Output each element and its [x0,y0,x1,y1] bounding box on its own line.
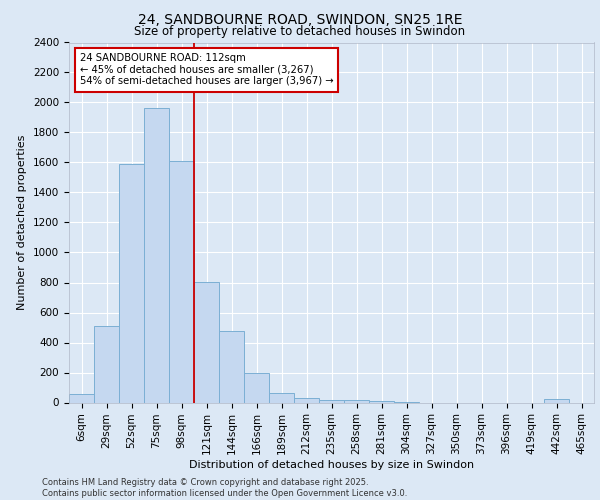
Bar [269,393,294,402]
Bar [119,164,144,402]
Text: 24 SANDBOURNE ROAD: 112sqm
← 45% of detached houses are smaller (3,267)
54% of s: 24 SANDBOURNE ROAD: 112sqm ← 45% of deta… [79,54,333,86]
Text: Contains HM Land Registry data © Crown copyright and database right 2025.
Contai: Contains HM Land Registry data © Crown c… [42,478,407,498]
Bar [544,399,569,402]
Bar [344,400,369,402]
Text: Size of property relative to detached houses in Swindon: Size of property relative to detached ho… [134,25,466,38]
Bar [294,398,319,402]
Bar [94,326,119,402]
Bar [144,108,169,403]
Bar [219,330,244,402]
Bar [244,372,269,402]
Bar [319,400,344,402]
Bar [169,161,194,402]
Bar [69,394,94,402]
Bar [369,401,394,402]
Text: 24, SANDBOURNE ROAD, SWINDON, SN25 1RE: 24, SANDBOURNE ROAD, SWINDON, SN25 1RE [138,12,462,26]
X-axis label: Distribution of detached houses by size in Swindon: Distribution of detached houses by size … [189,460,474,470]
Bar [194,282,219,403]
Y-axis label: Number of detached properties: Number of detached properties [17,135,28,310]
